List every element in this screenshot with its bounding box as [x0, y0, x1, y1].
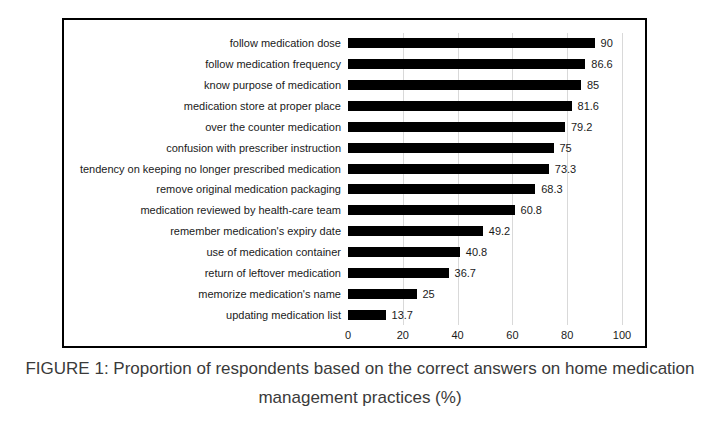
- category-label: medication reviewed by health-care team: [64, 204, 348, 216]
- bar-row: follow medication frequency 86.6: [64, 54, 639, 75]
- bar: [348, 80, 581, 90]
- x-tick-label: 100: [613, 329, 631, 341]
- value-label: 73.3: [555, 163, 576, 175]
- category-label: return of leftover medication: [64, 267, 348, 279]
- chart-box: follow medication dose90follow medicatio…: [62, 18, 647, 348]
- category-label: know purpose of medication: [64, 79, 348, 91]
- bar-track: 40.8: [348, 242, 622, 263]
- bar: [348, 289, 417, 299]
- bar-track: 13.7: [348, 304, 622, 325]
- bar-row: updating medication list 13.7: [64, 304, 639, 325]
- x-tick-label: 0: [345, 329, 351, 341]
- bar-track: 81.6: [348, 96, 622, 117]
- bar-row: tendency on keeping no longer prescribed…: [64, 158, 639, 179]
- caption-line-2: management practices (%): [258, 388, 461, 407]
- bar-track: 36.7: [348, 262, 622, 283]
- value-label: 40.8: [466, 246, 487, 258]
- value-label: 13.7: [392, 309, 413, 321]
- bar-track: 75: [348, 137, 622, 158]
- x-tick-label: 60: [506, 329, 518, 341]
- bar-row: know purpose of medication 85: [64, 75, 639, 96]
- value-label: 49.2: [489, 225, 510, 237]
- bar-track: 79.2: [348, 116, 622, 137]
- figure-1: follow medication dose90follow medicatio…: [0, 0, 720, 422]
- bar: [348, 184, 535, 194]
- bar-row: follow medication dose 90: [64, 33, 639, 54]
- bar-row: remember medication's expiry date 49.2: [64, 221, 639, 242]
- category-label: over the counter medication: [64, 121, 348, 133]
- value-label: 25: [423, 288, 435, 300]
- bar: [348, 164, 549, 174]
- value-label: 85: [587, 79, 599, 91]
- bar-row: memorize medication's name 25: [64, 283, 639, 304]
- figure-caption: FIGURE 1: Proportion of respondents base…: [0, 354, 720, 412]
- bar-row: confusion with prescriber instruction 75: [64, 137, 639, 158]
- category-label: remember medication's expiry date: [64, 225, 348, 237]
- value-label: 36.7: [455, 267, 476, 279]
- bar: [348, 247, 460, 257]
- value-label: 68.3: [541, 183, 562, 195]
- bar-track: 49.2: [348, 221, 622, 242]
- category-label: remove original medication packaging: [64, 183, 348, 195]
- bar: [348, 59, 585, 69]
- category-label: follow medication dose: [64, 37, 348, 49]
- bar-track: 25: [348, 283, 622, 304]
- bar-track: 73.3: [348, 158, 622, 179]
- bar-row: use of medication container 40.8: [64, 242, 639, 263]
- category-label: memorize medication's name: [64, 288, 348, 300]
- bar-row: return of leftover medication 36.7: [64, 262, 639, 283]
- x-tick-label: 40: [451, 329, 463, 341]
- bar-track: 68.3: [348, 179, 622, 200]
- bar: [348, 122, 565, 132]
- value-label: 75: [560, 142, 572, 154]
- x-tick-label: 80: [561, 329, 573, 341]
- category-label: follow medication frequency: [64, 58, 348, 70]
- bar-rows: follow medication dose90follow medicatio…: [64, 33, 639, 325]
- category-label: use of medication container: [64, 246, 348, 258]
- category-label: medication store at proper place: [64, 100, 348, 112]
- x-axis: 020406080100: [348, 329, 622, 345]
- caption-line-1: FIGURE 1: Proportion of respondents base…: [25, 359, 694, 378]
- bar: [348, 143, 554, 153]
- bar: [348, 226, 483, 236]
- bar-track: 85: [348, 75, 622, 96]
- bar-track: 90: [348, 33, 622, 54]
- value-label: 90: [601, 37, 613, 49]
- bar: [348, 101, 572, 111]
- bar-row: remove original medication packaging 68.3: [64, 179, 639, 200]
- bar-row: medication reviewed by health-care team 6…: [64, 200, 639, 221]
- category-label: confusion with prescriber instruction: [64, 142, 348, 154]
- bar-row: medication store at proper place 81.6: [64, 96, 639, 117]
- value-label: 60.8: [521, 204, 542, 216]
- bar: [348, 38, 595, 48]
- category-label: updating medication list: [64, 309, 348, 321]
- value-label: 81.6: [578, 100, 599, 112]
- bar-track: 86.6: [348, 54, 622, 75]
- bar-row: over the counter medication 79.2: [64, 116, 639, 137]
- bar-track: 60.8: [348, 200, 622, 221]
- bar: [348, 205, 515, 215]
- value-label: 79.2: [571, 121, 592, 133]
- value-label: 86.6: [591, 58, 612, 70]
- bar: [348, 310, 386, 320]
- bar: [348, 268, 449, 278]
- x-tick-label: 20: [397, 329, 409, 341]
- category-label: tendency on keeping no longer prescribed…: [64, 163, 348, 175]
